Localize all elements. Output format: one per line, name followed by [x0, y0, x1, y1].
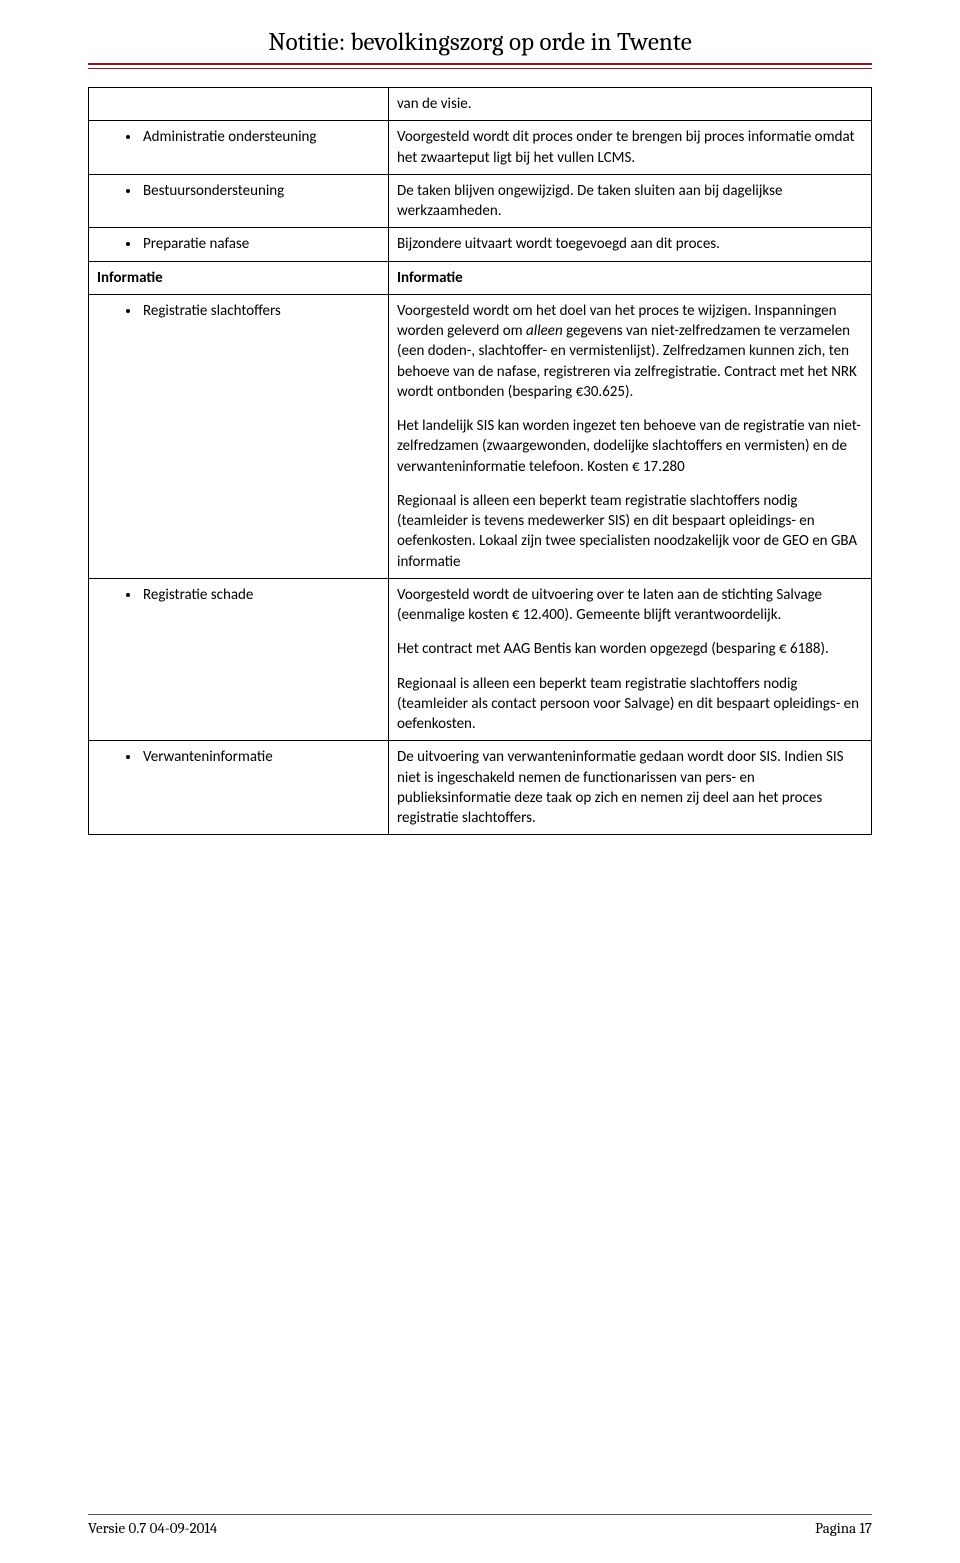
- footer-right: Pagina 17: [815, 1519, 872, 1537]
- table-row: van de visie.: [89, 88, 872, 121]
- table-cell-right: van de visie.: [389, 88, 872, 121]
- paragraph: De uitvoering van verwanteninformatie ge…: [397, 747, 863, 828]
- bullet-item: Bestuursondersteuning: [141, 181, 380, 201]
- table-cell-right: De taken blijven ongewijzigd. De taken s…: [389, 174, 872, 228]
- table-cell-left: Informatie: [89, 261, 389, 294]
- bullet-list: Registratie slachtoffers: [97, 301, 380, 321]
- table-row: Registratie schade Voorgesteld wordt de u…: [89, 578, 872, 741]
- bullet-list: Administratie ondersteuning: [97, 127, 380, 147]
- table-row: Informatie Informatie: [89, 261, 872, 294]
- table-row: Preparatie nafase Bijzondere uitvaart wor…: [89, 228, 872, 261]
- bullet-list: Verwanteninformatie: [97, 747, 380, 767]
- page-title: Notitie: bevolkingszorg op orde in Twent…: [88, 28, 872, 63]
- bullet-list: Registratie schade: [97, 585, 380, 605]
- italic-text: alleen: [526, 322, 563, 340]
- table-cell-left: Registratie slachtoffers: [89, 294, 389, 578]
- table-cell-left: Registratie schade: [89, 578, 389, 741]
- bullet-item: Registratie schade: [141, 585, 380, 605]
- title-rule: [88, 63, 872, 69]
- table-cell-right: De uitvoering van verwanteninformatie ge…: [389, 741, 872, 835]
- footer-left: Versie 0.7 04-09-2014: [88, 1519, 217, 1537]
- table-row: Bestuursondersteuning De taken blijven on…: [89, 174, 872, 228]
- table-row: Administratie ondersteuning Voorgesteld w…: [89, 121, 872, 175]
- table-row: Registratie slachtoffers Voorgesteld word…: [89, 294, 872, 578]
- paragraph: Voorgesteld wordt om het doel van het pr…: [397, 301, 863, 402]
- paragraph: Het landelijk SIS kan worden ingezet ten…: [397, 416, 863, 477]
- bullet-list: Preparatie nafase: [97, 234, 380, 254]
- bullet-list: Bestuursondersteuning: [97, 181, 380, 201]
- section-heading: Informatie: [397, 268, 863, 288]
- table-cell-right: Voorgesteld wordt de uitvoering over te …: [389, 578, 872, 741]
- section-heading: Informatie: [97, 268, 380, 288]
- paragraph: Regionaal is alleen een beperkt team reg…: [397, 674, 863, 735]
- page: Notitie: bevolkingszorg op orde in Twent…: [0, 0, 960, 1563]
- table-cell-left: Bestuursondersteuning: [89, 174, 389, 228]
- paragraph: De taken blijven ongewijzigd. De taken s…: [397, 181, 863, 222]
- paragraph: Bijzondere uitvaart wordt toegevoegd aan…: [397, 234, 863, 254]
- table-cell-right: Voorgesteld wordt dit proces onder te br…: [389, 121, 872, 175]
- content-table-body: van de visie. Administratie ondersteuning…: [89, 88, 872, 835]
- paragraph: Het contract met AAG Bentis kan worden o…: [397, 639, 863, 659]
- content-table: van de visie. Administratie ondersteuning…: [88, 87, 872, 835]
- table-row: Verwanteninformatie De uitvoering van ver…: [89, 741, 872, 835]
- table-cell-left: Verwanteninformatie: [89, 741, 389, 835]
- bullet-item: Registratie slachtoffers: [141, 301, 380, 321]
- bullet-item: Verwanteninformatie: [141, 747, 380, 767]
- paragraph: Regionaal is alleen een beperkt team reg…: [397, 491, 863, 572]
- bullet-item: Preparatie nafase: [141, 234, 380, 254]
- table-cell-right: Informatie: [389, 261, 872, 294]
- table-cell-left: [89, 88, 389, 121]
- paragraph: van de visie.: [397, 94, 863, 114]
- paragraph: Voorgesteld wordt de uitvoering over te …: [397, 585, 863, 626]
- table-cell-left: Preparatie nafase: [89, 228, 389, 261]
- paragraph: Voorgesteld wordt dit proces onder te br…: [397, 127, 863, 168]
- table-cell-right: Voorgesteld wordt om het doel van het pr…: [389, 294, 872, 578]
- table-cell-left: Administratie ondersteuning: [89, 121, 389, 175]
- table-cell-right: Bijzondere uitvaart wordt toegevoegd aan…: [389, 228, 872, 261]
- bullet-item: Administratie ondersteuning: [141, 127, 380, 147]
- page-footer: Versie 0.7 04-09-2014 Pagina 17: [88, 1514, 872, 1537]
